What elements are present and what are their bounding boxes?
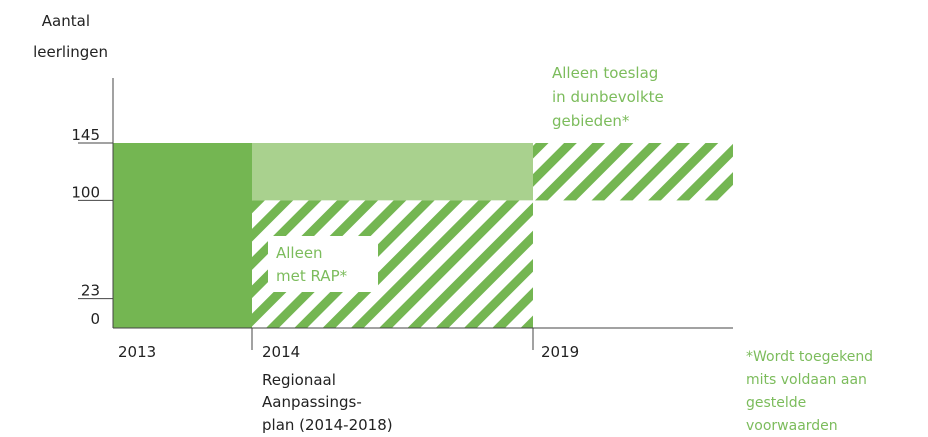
annotation-toeslag-line-2: in dunbevolkte <box>552 88 664 106</box>
chart-areas <box>113 143 733 328</box>
y-tick-label-0: 0 <box>90 310 100 328</box>
annotation-toeslag-line-3: gebieden* <box>552 112 630 130</box>
footnote-line-3: gestelde <box>746 395 806 411</box>
annotation-rap-line-2: met RAP* <box>276 267 348 285</box>
area-2014-2019-light <box>252 143 533 201</box>
y-tick-label-100: 100 <box>71 183 100 201</box>
x-label-2014: 2014 <box>262 343 300 361</box>
y-tick-labels: 0 23 100 145 <box>71 126 100 328</box>
x-label-2019: 2019 <box>541 343 579 361</box>
y-tick-label-145: 145 <box>71 126 100 144</box>
y-tick-marks <box>78 142 113 300</box>
x-sublabel-line-2: Aanpassings- <box>262 393 362 411</box>
annotation-toeslag-line-1: Alleen toeslag <box>552 64 658 82</box>
annotation-rap-line-1: Alleen <box>276 244 323 262</box>
y-tick-label-23: 23 <box>81 282 100 300</box>
footnote-line-2: mits voldaan aan <box>746 372 867 388</box>
x-sublabel-line-3: plan (2014-2018) <box>262 416 393 434</box>
footnote-line-1: *Wordt toegekend <box>746 349 873 365</box>
area-2019-hatched <box>533 143 733 201</box>
y-axis-title-line-2: leerlingen <box>33 43 108 61</box>
footnote-line-4: voorwaarden <box>746 418 838 434</box>
x-sublabel-line-1: Regionaal <box>262 371 336 389</box>
y-axis-title-line-1: Aantal <box>42 12 90 30</box>
x-label-2013: 2013 <box>118 343 156 361</box>
annotation-rap-box <box>268 236 378 292</box>
area-2013-solid <box>113 143 252 328</box>
